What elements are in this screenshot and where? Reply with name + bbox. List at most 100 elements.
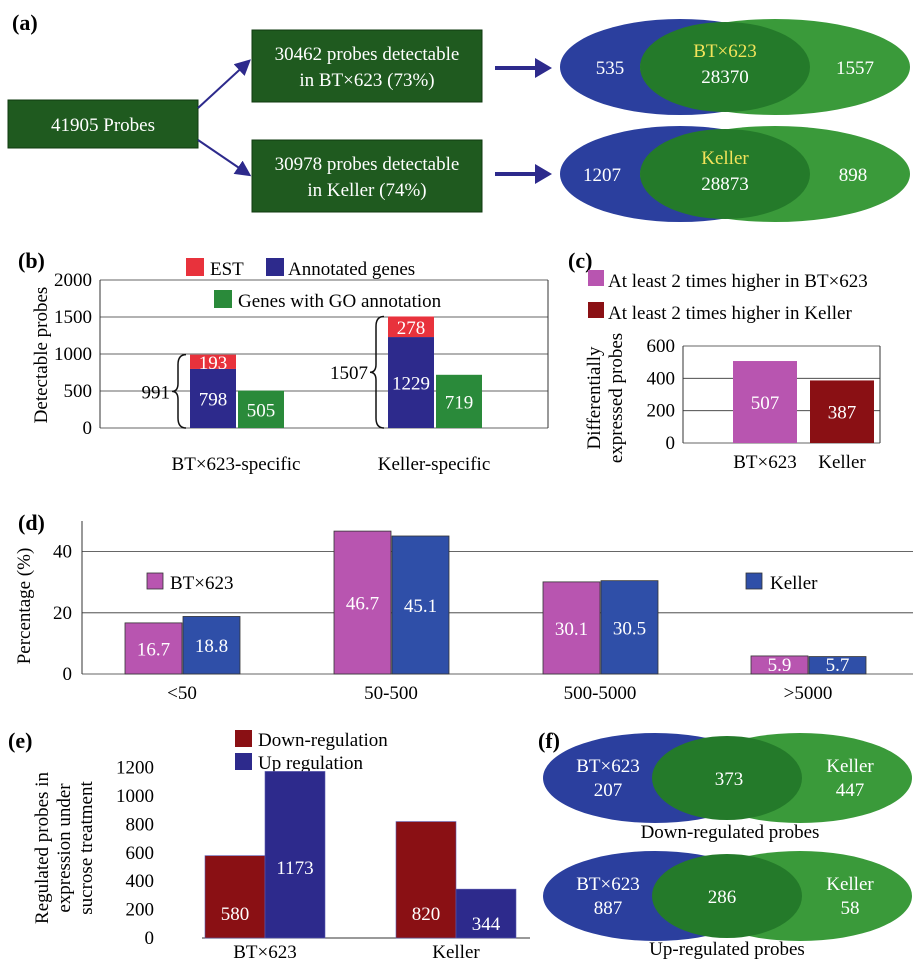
legend-d-keller-label: Keller [770, 573, 818, 594]
venn2-center-value: 28873 [701, 174, 749, 195]
legend-e-down-swatch [235, 730, 252, 747]
chart-d-ylabel: Percentage (%) [14, 548, 35, 665]
bar-go-annotation [238, 390, 284, 428]
source-box [7, 99, 199, 149]
ytick-label-e: 800 [126, 814, 155, 835]
bar-d [542, 581, 601, 675]
legend-b-go-swatch [214, 290, 232, 308]
data-label-annotated: 798 [199, 389, 228, 410]
venn-up-right-value: 58 [841, 898, 860, 919]
legend-b-est-swatch [186, 258, 204, 276]
data-label-d: 30.5 [613, 618, 646, 639]
chart-e-ylabel-line2: expression under [54, 783, 75, 913]
bar-d [808, 656, 867, 675]
venn-up-right-label: Keller [826, 874, 874, 895]
bar-d [124, 622, 183, 675]
box-bt623-line1: 30462 probes detectable [275, 44, 460, 65]
venn-down-right-value: 447 [836, 780, 865, 801]
data-label-est: 278 [397, 318, 426, 339]
data-label-annotated: 1229 [392, 374, 430, 395]
data-label-d: 46.7 [346, 594, 379, 615]
box-bt623-line2: in BT×623 (73%) [299, 70, 434, 91]
data-label-e: 580 [221, 904, 250, 925]
ytick-label-b: 1000 [54, 344, 92, 365]
bar-e [204, 855, 266, 939]
bar-e [264, 771, 326, 939]
legend-e-down-label: Down-regulation [258, 730, 388, 751]
bar-d [182, 616, 241, 675]
bar-est [388, 316, 434, 338]
bar-e [455, 888, 517, 939]
panel-label-e: (e) [8, 728, 32, 753]
source-box-label: 41905 Probes [51, 115, 155, 136]
ytick-label-b: 500 [64, 381, 93, 402]
box-keller-line1: 30978 probes detectable [275, 154, 460, 175]
ytick-label-b: 1500 [54, 307, 92, 328]
panel-label-d: (d) [18, 510, 45, 535]
box-keller-line2: in Keller (74%) [307, 180, 426, 201]
ytick-label-e: 600 [126, 843, 155, 864]
bar-d [750, 655, 809, 675]
panel-label-b: (b) [18, 248, 45, 273]
venn1-right-value: 1557 [836, 58, 874, 79]
bar-d [600, 580, 659, 675]
venn-bt623 [560, 19, 910, 115]
brace-total-label: 1507 [330, 363, 368, 384]
venn2-right-value: 898 [839, 165, 868, 186]
venn-down-left-label: BT×623 [576, 756, 640, 777]
chart-c: 0 200 400 600 507 BT×623 387 Keller [647, 336, 881, 473]
data-label-go: 505 [247, 400, 276, 421]
venn-up-caption: Up-regulated probes [649, 939, 805, 960]
xtick-label-d: 500-5000 [564, 683, 637, 704]
venn-up-regulated [543, 851, 912, 941]
chart-e: 0 200 400 600 800 1000 1200 580 1173 BT×623 820 344… [116, 758, 530, 960]
venn-down-caption: Down-regulated probes [641, 822, 820, 843]
ytick-label-d: 40 [53, 542, 72, 563]
ytick-label-e: 0 [145, 928, 155, 949]
bar-c [810, 380, 874, 443]
venn-down-regulated [543, 733, 912, 823]
venn-keller [560, 126, 910, 222]
ytick-label-d: 0 [63, 664, 73, 685]
xtick-label-c: BT×623 [733, 452, 797, 473]
chart-d: 0 20 40 16.7 18.8 <50 46.7 45.1 50-500 30.1 30.5 50… [53, 521, 913, 704]
venn1-left-value: 535 [596, 58, 625, 79]
legend-e-up-label: Up regulation [258, 753, 364, 774]
chart-b: 0 500 1000 1500 2000 798 193 505 991 BT×623-speci… [54, 270, 549, 475]
ytick-label-e: 1200 [116, 758, 154, 779]
legend-b-annotated-swatch [266, 258, 284, 276]
panel-label-c: (c) [568, 248, 592, 273]
arrow-to-venn1 [495, 58, 552, 78]
box-keller-detectable [251, 139, 483, 213]
venn2-left-value: 1207 [583, 165, 621, 186]
chart-c-ylabel-line1: Differentially [584, 346, 605, 450]
arrow-to-venn2 [495, 164, 552, 184]
ytick-label-b: 2000 [54, 270, 92, 291]
brace [171, 353, 187, 429]
legend-c-keller-swatch [588, 302, 604, 318]
data-label-d: 18.8 [195, 636, 228, 657]
data-label-c: 507 [751, 393, 780, 414]
legend-b-annotated-label: Annotated genes [288, 259, 415, 280]
arrow-to-box1 [197, 59, 251, 109]
xtick-label-b: BT×623-specific [172, 454, 301, 475]
data-label-go: 719 [445, 392, 474, 413]
panel-label-a: (a) [12, 10, 38, 35]
venn-down-center-value: 373 [715, 769, 744, 790]
xtick-label-b: Keller-specific [378, 454, 491, 475]
legend-b-est-label: EST [210, 259, 244, 280]
ytick-label-e: 200 [126, 900, 155, 921]
box-bt623-detectable [251, 29, 483, 103]
data-label-e: 1173 [276, 858, 313, 879]
brace-total-label: 991 [142, 382, 171, 403]
legend-e-up-swatch [235, 753, 252, 770]
bar-d [391, 535, 450, 675]
data-label-d: 30.1 [555, 619, 588, 640]
venn-up-left-value: 887 [594, 898, 623, 919]
ytick-label-b: 0 [83, 418, 93, 439]
bar-annotated-genes [388, 337, 434, 428]
chart-b-ylabel: Detectable probes [31, 287, 52, 424]
ytick-label-c: 600 [647, 336, 676, 357]
legend-c-keller-label: At least 2 times higher in Keller [608, 303, 852, 324]
